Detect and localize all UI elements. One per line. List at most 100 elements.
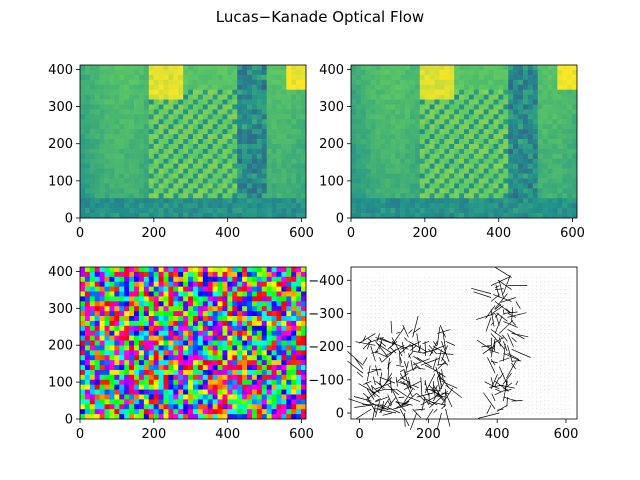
- plot-frame: [350, 64, 578, 219]
- y-tick-label: −200: [308, 340, 344, 355]
- flow-vector: [380, 401, 385, 413]
- flow-hsv-image: [80, 267, 307, 420]
- x-tick-label: 200: [141, 226, 166, 241]
- flow-vector: [494, 337, 504, 343]
- grayscale-image: [351, 65, 578, 219]
- flow-vector: [387, 396, 397, 408]
- flow-vector: [493, 341, 496, 352]
- flow-vector: [491, 393, 496, 402]
- flow-vector: [403, 412, 406, 427]
- y-tick-label: 200: [48, 339, 73, 354]
- flow-vector: [507, 312, 527, 318]
- flow-vector: [375, 380, 385, 389]
- flow-vector: [375, 341, 389, 358]
- flow-vector: [405, 383, 413, 398]
- flow-vector: [368, 337, 384, 344]
- flow-vector: [544, 384, 545, 386]
- flow-vector: [395, 388, 408, 397]
- x-tick-label: 600: [554, 427, 579, 442]
- flow-vector: [441, 341, 450, 363]
- plot-frame: [79, 64, 307, 219]
- flow-vector: [362, 357, 368, 365]
- flow-vector: [487, 349, 500, 354]
- flow-vector: [365, 388, 380, 401]
- flow-vector: [379, 339, 383, 350]
- flow-vector: [492, 294, 512, 302]
- flow-vector: [494, 293, 508, 310]
- flow-vector: [356, 408, 372, 419]
- flow-vector: [499, 357, 510, 362]
- flow-vector: [399, 350, 401, 366]
- flow-vector: [481, 344, 492, 348]
- flow-vector: [424, 381, 429, 396]
- figure-title: Lucas−Kanade Optical Flow: [216, 8, 424, 26]
- flow-vector: [498, 366, 508, 386]
- flow-vector: [503, 344, 506, 362]
- flow-vector: [436, 377, 441, 392]
- flow-vector: [408, 396, 421, 402]
- flow-vector: [408, 377, 412, 389]
- y-tick-label: −100: [308, 373, 344, 388]
- flow-vector: [410, 340, 421, 347]
- flow-vector: [485, 305, 496, 319]
- y-tick-label: −400: [308, 274, 344, 289]
- flow-vector: [396, 331, 400, 334]
- x-tick-label: 200: [416, 427, 441, 442]
- flow-vector: [502, 372, 512, 385]
- flow-vector: [512, 321, 517, 326]
- y-tick-label: 400: [319, 63, 344, 78]
- flow-vector: [503, 309, 505, 315]
- y-tick-label: 300: [48, 100, 73, 115]
- flow-vector: [507, 312, 516, 318]
- flow-vector: [445, 408, 451, 427]
- flow-vector: [422, 348, 438, 354]
- flow-vector: [490, 309, 495, 327]
- y-tick-label: 0: [336, 407, 344, 422]
- flow-vector: [494, 388, 508, 396]
- flow-vector: [403, 369, 409, 386]
- flow-vector: [358, 383, 376, 394]
- flow-vector: [379, 341, 387, 347]
- flow-vector: [494, 377, 500, 387]
- flow-vector: [416, 393, 426, 402]
- flow-vector: [495, 284, 500, 298]
- flow-vector: [404, 361, 409, 377]
- y-tick-label: −300: [308, 307, 344, 322]
- flow-vector: [410, 345, 417, 351]
- y-tick-label: 300: [319, 100, 344, 115]
- flow-vector: [412, 384, 419, 389]
- flow-vector: [473, 291, 492, 298]
- flow-vector: [507, 345, 513, 363]
- flow-vector: [403, 361, 407, 369]
- flow-vector: [499, 320, 514, 334]
- flow-vector: [490, 329, 504, 339]
- x-tick-label: 0: [355, 427, 363, 442]
- flow-vector: [365, 382, 376, 398]
- flow-vector: [490, 333, 505, 349]
- flow-vector: [395, 380, 406, 385]
- flow-vector: [503, 396, 518, 402]
- flow-vector: [370, 384, 374, 391]
- flow-vector: [408, 353, 411, 359]
- flow-vector: [490, 360, 498, 364]
- flow-vector: [387, 357, 390, 370]
- flow-vector: [494, 380, 509, 392]
- x-tick-label: 400: [486, 226, 511, 241]
- flow-vector: [402, 392, 417, 406]
- flow-vector: [483, 392, 496, 410]
- flow-vector: [375, 398, 381, 402]
- flow-vector: [433, 368, 438, 372]
- flow-vector: [490, 377, 494, 386]
- flow-vector: [500, 297, 516, 303]
- flow-vector: [432, 341, 438, 347]
- flow-vector: [435, 384, 438, 391]
- flow-vector: [408, 340, 428, 353]
- flow-vector: [478, 412, 500, 419]
- flow-vector: [379, 381, 383, 390]
- flow-vector: [362, 404, 384, 406]
- flow-vector: [383, 388, 396, 391]
- flow-vector: [433, 408, 438, 413]
- flow-vector: [377, 343, 393, 354]
- flow-vector: [429, 341, 438, 357]
